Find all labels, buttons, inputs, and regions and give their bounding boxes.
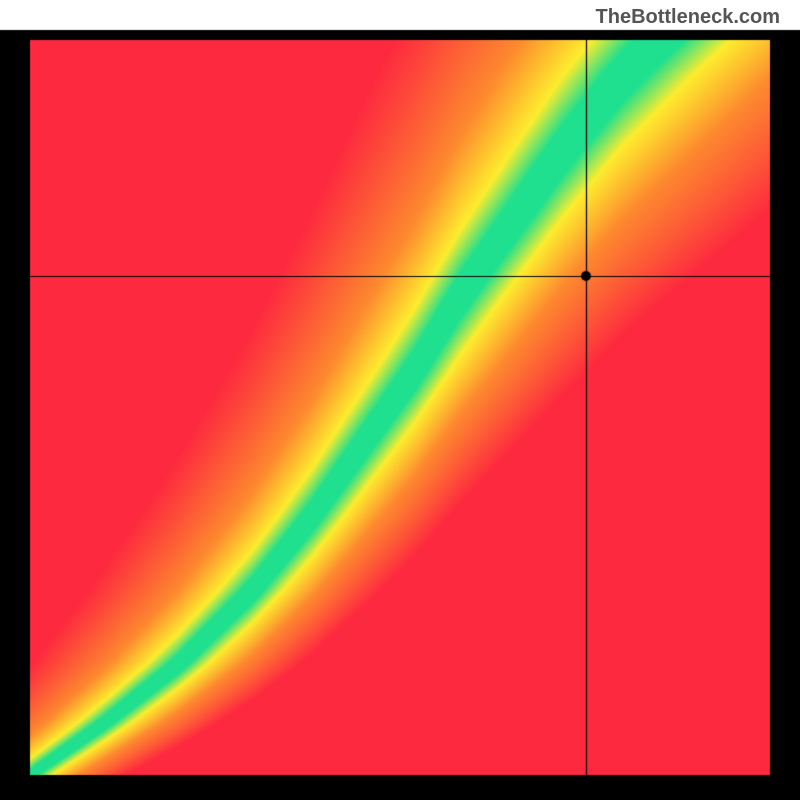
bottleneck-heatmap-chart: TheBottleneck.com — [0, 0, 800, 800]
heatmap-canvas — [0, 0, 800, 800]
watermark-text: TheBottleneck.com — [596, 6, 780, 29]
